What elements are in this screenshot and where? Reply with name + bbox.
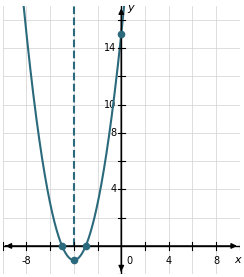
Text: 10: 10 [104, 99, 117, 109]
Text: y: y [127, 3, 134, 13]
Text: -8: -8 [22, 256, 31, 266]
Text: 4: 4 [166, 256, 172, 266]
Text: 0: 0 [126, 256, 132, 266]
Text: x: x [234, 255, 241, 265]
Text: 8: 8 [213, 256, 219, 266]
Text: 8: 8 [111, 128, 117, 138]
Text: 14: 14 [104, 43, 117, 53]
Text: 4: 4 [111, 184, 117, 194]
